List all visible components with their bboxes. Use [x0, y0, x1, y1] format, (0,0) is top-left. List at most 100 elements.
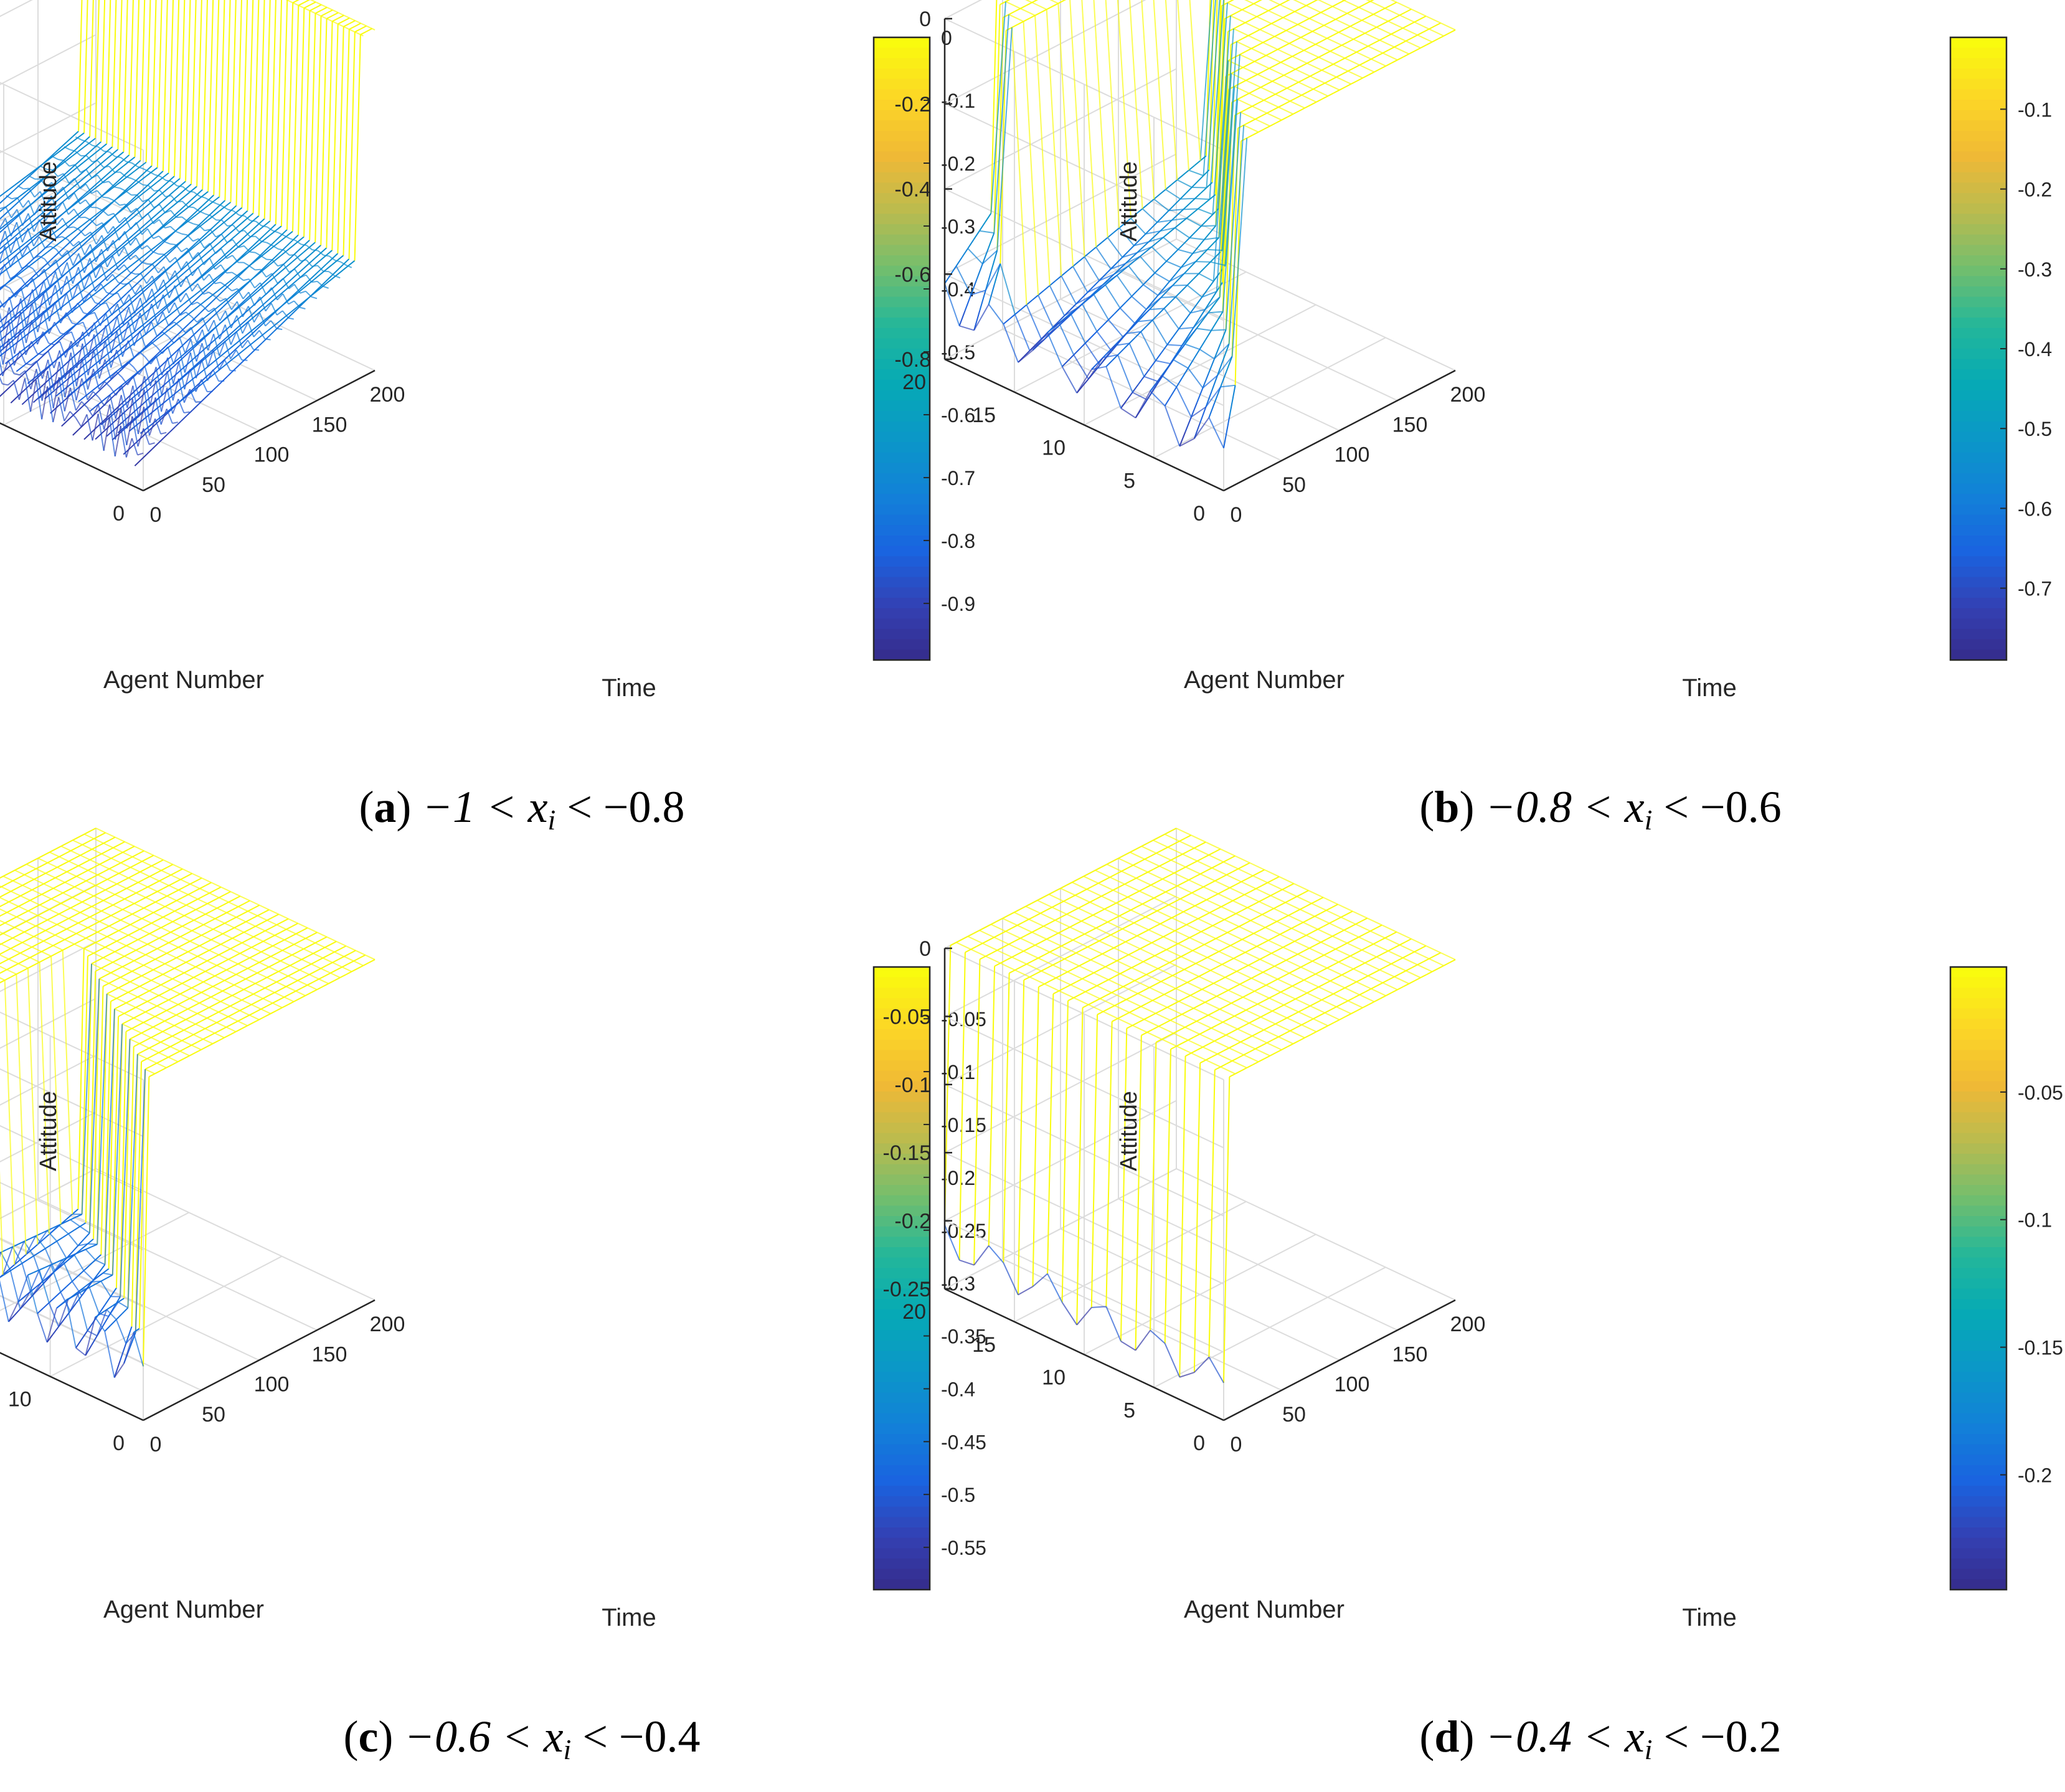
mesh-line — [985, 213, 992, 223]
mesh-line — [302, 280, 310, 287]
mesh-line — [7, 252, 14, 258]
mesh-line — [151, 181, 158, 187]
mesh-line — [47, 351, 55, 369]
mesh-line — [1356, 77, 1363, 82]
caption-label: b — [1434, 782, 1459, 832]
mesh-line — [1163, 232, 1170, 238]
mesh-line — [74, 912, 81, 917]
mesh-line — [161, 255, 168, 262]
mesh-line — [181, 352, 189, 359]
mesh-line — [1101, 237, 1108, 243]
mesh-line — [1026, 299, 1033, 306]
mesh-line — [7, 360, 15, 374]
mesh-line — [1281, 116, 1288, 121]
mesh-line — [251, 291, 258, 298]
mesh-line — [94, 170, 101, 176]
mesh-line — [49, 169, 55, 174]
mesh-line — [260, 255, 267, 260]
mesh-line — [302, 283, 310, 290]
mesh-line — [12, 905, 19, 910]
mesh-line — [19, 311, 27, 343]
colorbar-segment — [1950, 598, 2006, 609]
mesh-line — [1323, 22, 1330, 26]
mesh-line — [263, 229, 271, 236]
mesh-line — [229, 276, 235, 283]
mesh-line — [1206, 214, 1214, 221]
mesh-line — [1, 242, 9, 248]
mesh-line — [209, 243, 216, 254]
mesh-line — [1297, 21, 1304, 26]
mesh-line — [1394, 43, 1401, 48]
mesh-line — [53, 350, 60, 369]
colorbar-segment — [874, 473, 930, 484]
mesh-line — [1032, 295, 1039, 301]
colorbar-segment — [1950, 47, 2006, 59]
mesh-line — [174, 420, 182, 428]
mesh-line — [1294, 11, 1310, 19]
mesh-line — [173, 0, 180, 177]
mesh-line — [1338, 0, 1344, 4]
mesh-line — [138, 260, 145, 266]
mesh-line — [166, 249, 174, 256]
mesh-line — [72, 429, 79, 436]
mesh-line — [1, 940, 7, 945]
mesh-line — [35, 894, 42, 898]
mesh-line — [66, 152, 73, 159]
mesh-line — [175, 244, 182, 252]
colorbar-segment — [1950, 421, 2006, 433]
mesh-line — [128, 0, 134, 155]
mesh-line — [155, 260, 162, 267]
mesh-line — [160, 408, 168, 425]
mesh-line — [205, 295, 212, 301]
y-axis-label: Agent Number — [1184, 666, 1344, 694]
mesh-line — [1189, 231, 1196, 238]
mesh-line — [79, 335, 87, 342]
mesh-line — [65, 187, 72, 194]
mesh-line — [173, 194, 181, 200]
mesh-line — [91, 306, 98, 313]
mesh-line — [4, 385, 12, 392]
mesh-line — [34, 314, 41, 320]
mesh-line — [179, 181, 186, 187]
mesh-line — [0, 342, 4, 365]
x-axis-label: Time — [602, 674, 656, 702]
mesh-line — [30, 369, 37, 390]
mesh-line — [1252, 102, 1259, 107]
mesh-line — [25, 222, 32, 229]
mesh-line — [149, 418, 156, 436]
mesh-line — [143, 285, 150, 293]
mesh-line — [1258, 128, 1265, 133]
mesh-line — [1356, 19, 1363, 24]
mesh-line — [102, 210, 109, 216]
mesh-line — [83, 151, 90, 158]
mesh-line — [29, 954, 36, 958]
mesh-line — [136, 324, 143, 331]
mesh-line — [39, 958, 46, 963]
mesh-line — [257, 304, 263, 311]
mesh-line — [116, 851, 123, 856]
mesh-line — [291, 293, 298, 299]
mesh-line — [215, 361, 223, 368]
mesh-line — [1379, 39, 1395, 48]
mesh-line — [98, 397, 105, 407]
mesh-line — [170, 871, 177, 876]
x-tick-label: 100 — [254, 443, 290, 467]
mesh-line — [26, 171, 33, 177]
mesh-line — [127, 212, 135, 219]
mesh-line — [1162, 210, 1170, 217]
mesh-line — [326, 250, 333, 256]
mesh-line — [1116, 257, 1123, 264]
mesh-line — [49, 877, 56, 882]
mesh-line — [1239, 22, 1246, 27]
mesh-line — [1429, 28, 1444, 37]
mesh-line — [1191, 186, 1207, 189]
mesh-line — [167, 232, 174, 238]
mesh-line — [54, 180, 61, 186]
mesh-line — [955, 257, 963, 266]
mesh-line — [143, 428, 150, 445]
mesh-line — [120, 293, 128, 299]
mesh-line — [76, 872, 83, 877]
mesh-line — [170, 363, 177, 370]
mesh-line — [110, 214, 117, 220]
mesh-line — [311, 280, 318, 283]
